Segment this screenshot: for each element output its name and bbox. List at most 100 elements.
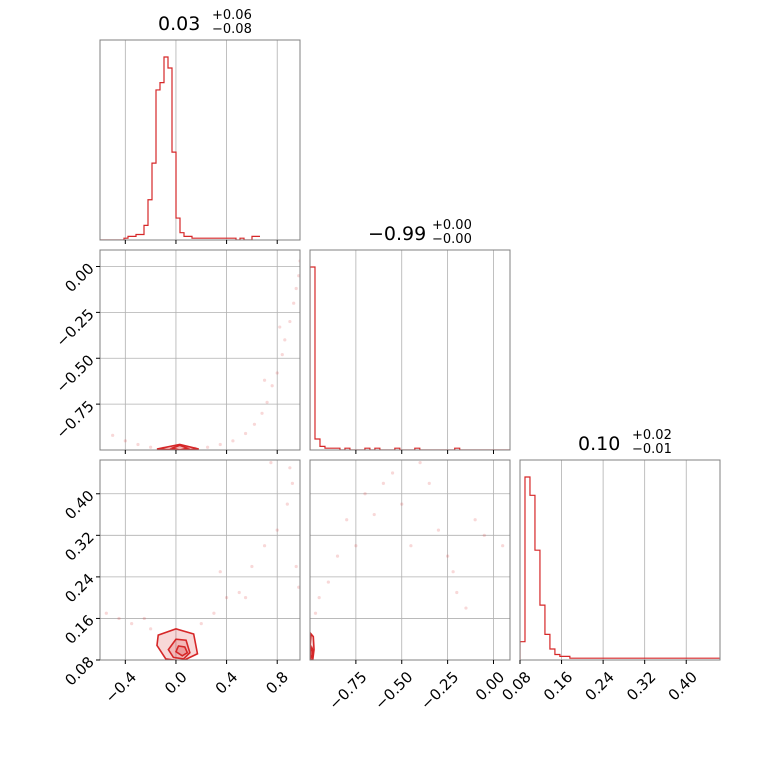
scatter-point [290, 481, 295, 485]
scatter-point [275, 371, 279, 375]
scatter-point [275, 528, 279, 532]
scatter-point [218, 570, 222, 574]
scatter-point [501, 544, 505, 548]
y-tick-label-1: −0.50 [52, 351, 97, 396]
x-tick-label-1: −0.75 [325, 668, 370, 713]
scatter-point [117, 616, 121, 621]
contour-level-1 [169, 444, 191, 450]
scatter-point [313, 611, 318, 615]
panel-frame [99, 249, 301, 451]
panel-title-2-median: 0.10 [578, 433, 620, 455]
panel-title-2-plus: +0.02 [632, 428, 672, 443]
scatter-point [224, 596, 229, 600]
histogram-0-step [100, 56, 260, 240]
y-tick-label-1: −0.75 [52, 397, 97, 442]
scatter-point [237, 590, 241, 595]
scatter-point [212, 611, 216, 615]
scatter-point [482, 533, 486, 537]
scatter-point [294, 286, 298, 291]
x-tick-label-0: −0.4 [102, 668, 140, 706]
scatter-point [262, 378, 267, 382]
histogram-1-step [310, 266, 510, 450]
scatter-point [280, 352, 284, 357]
scatter-point [400, 502, 404, 506]
panel-title-0-plus: +0.06 [212, 8, 252, 23]
scatter-point [297, 585, 300, 589]
scatter-point [136, 442, 140, 447]
scatter-point [149, 627, 153, 631]
panel-1-1 [355, 250, 494, 450]
scatter-point [436, 528, 441, 532]
scatter-point [205, 445, 210, 449]
y-tick-label-1: 0.00 [61, 259, 97, 295]
scatter-point [390, 471, 395, 475]
panel-title-1-plus: +0.00 [432, 218, 472, 233]
scatter-point [252, 422, 257, 426]
scatter-point [111, 433, 115, 437]
scatter-point [288, 466, 292, 470]
x-tick-label-1: −0.50 [371, 668, 416, 713]
x-tick-label-0: 0.8 [262, 668, 292, 698]
scatter-point [104, 611, 108, 615]
x-tick-label-2: 0.24 [582, 668, 618, 704]
scatter-point [335, 554, 340, 558]
scatter-point [297, 274, 300, 278]
scatter-point [381, 481, 385, 485]
scatter-point [262, 544, 267, 548]
panel-frame [309, 249, 511, 451]
scatter-point [149, 445, 153, 449]
scatter-point [243, 596, 248, 600]
panel-2-1 [310, 460, 510, 661]
scatter-point [354, 544, 358, 548]
panel-title-0-minus: −0.08 [212, 22, 252, 37]
panel-frame [519, 459, 721, 661]
y-tick-label-2: 0.16 [61, 611, 97, 647]
panel-frame [309, 459, 511, 661]
panel-title-0-median: 0.03 [158, 13, 200, 35]
scatter-point [218, 442, 222, 447]
scatter-point [446, 554, 450, 558]
scatter-point [464, 606, 468, 610]
scatter-point [451, 570, 455, 574]
scatter-point [269, 461, 273, 465]
scatter-point [142, 616, 146, 621]
y-tick-label-2: 0.24 [61, 570, 97, 606]
scatter-point [285, 502, 289, 506]
panel-title-2-minus: −0.01 [632, 442, 672, 457]
scatter-point [199, 622, 203, 626]
scatter-point [130, 622, 134, 626]
scatter-point [278, 325, 282, 329]
panel-title-1-median: −0.99 [368, 223, 426, 245]
scatter-point [260, 411, 264, 415]
scatter-point [317, 596, 321, 600]
y-tick-label-2: 0.08 [61, 653, 97, 689]
panel-1-0 [100, 250, 300, 450]
scatter-point [270, 384, 274, 388]
scatter-point [243, 431, 248, 436]
scatter-point [288, 319, 292, 324]
scatter-point [363, 492, 367, 496]
scatter-point [455, 590, 459, 595]
scatter-point [427, 481, 431, 485]
contour-level-1 [310, 644, 314, 660]
panel-title-1-minus: −0.00 [432, 232, 472, 247]
panel-frame [99, 459, 301, 661]
panel-2-0 [100, 460, 300, 661]
x-tick-label-0: 0.4 [212, 668, 242, 698]
scatter-point [418, 461, 422, 465]
scatter-point [231, 439, 235, 443]
scatter-point [283, 338, 287, 342]
panel-frame [99, 39, 301, 241]
y-tick-label-2: 0.32 [61, 528, 97, 564]
scatter-point [123, 439, 127, 443]
x-tick-label-2: 0.40 [665, 668, 701, 704]
histogram-2-step [520, 476, 720, 660]
scatter-point [409, 544, 413, 548]
scatter-point [265, 400, 269, 404]
scatter-point [292, 301, 296, 305]
y-tick-label-2: 0.40 [61, 487, 97, 523]
x-tick-label-2: 0.32 [623, 668, 659, 704]
scatter-point [250, 564, 254, 569]
scatter-point [473, 518, 477, 522]
